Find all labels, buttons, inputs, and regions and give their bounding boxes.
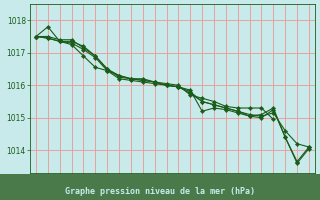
Text: Graphe pression niveau de la mer (hPa): Graphe pression niveau de la mer (hPa) [65, 186, 255, 196]
